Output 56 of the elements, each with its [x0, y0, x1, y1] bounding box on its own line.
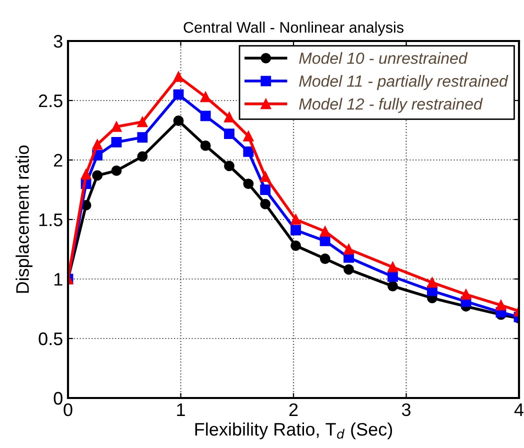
y-axis-title: Displacement ratio	[16, 145, 32, 293]
point	[344, 244, 354, 254]
point	[460, 289, 472, 300]
point	[200, 92, 211, 102]
point	[137, 151, 148, 162]
point	[111, 136, 122, 148]
x-axis-title: Flexibility Ratio, T$_{d}$ (Sec)	[195, 422, 392, 440]
point	[496, 300, 506, 310]
point	[137, 132, 148, 143]
point	[260, 184, 271, 195]
point	[224, 128, 234, 140]
chart-title: Central Wall - Nonlinear analysis	[184, 22, 404, 36]
x-tick-label: 2	[289, 403, 298, 416]
point	[426, 277, 438, 288]
point	[243, 130, 254, 142]
y-tick-label: 0.5	[38, 332, 62, 346]
point	[111, 121, 122, 132]
legend-label: Model 11 - partially restrained	[299, 75, 508, 90]
point	[111, 166, 122, 176]
point	[260, 171, 271, 182]
y-tick-label: 0	[54, 392, 62, 405]
point	[224, 160, 234, 172]
x-tick-label: 3	[402, 403, 410, 416]
point	[173, 71, 184, 82]
x-tick-label: 1	[177, 404, 185, 416]
y-tick-label: 1	[54, 273, 62, 286]
x-tick-label: 4	[514, 404, 524, 416]
point	[320, 226, 330, 237]
legend-label: Model 10 - unrestrained	[299, 52, 468, 64]
x-tick-label: 0	[64, 403, 72, 416]
point	[290, 214, 301, 225]
point	[80, 169, 92, 180]
point	[388, 262, 398, 272]
point	[290, 240, 301, 251]
point	[92, 170, 103, 181]
y-tick-label: 3	[54, 34, 62, 48]
point	[388, 271, 398, 282]
point	[388, 280, 398, 292]
y-tick-label: 1.5	[39, 214, 62, 226]
y-tick-label: 2.5	[38, 94, 62, 108]
point	[320, 236, 330, 246]
point	[224, 112, 234, 122]
point	[243, 146, 254, 157]
point	[137, 116, 148, 128]
point	[260, 198, 271, 210]
legend-label: Model 12 - fully restrained	[299, 98, 483, 113]
point	[200, 110, 211, 122]
point	[243, 178, 254, 190]
point	[290, 225, 301, 236]
point	[173, 116, 184, 126]
y-tick-label: 2	[54, 154, 62, 167]
point	[200, 140, 211, 151]
point	[320, 254, 330, 264]
point	[173, 89, 184, 100]
point	[92, 139, 103, 150]
point	[344, 264, 354, 275]
